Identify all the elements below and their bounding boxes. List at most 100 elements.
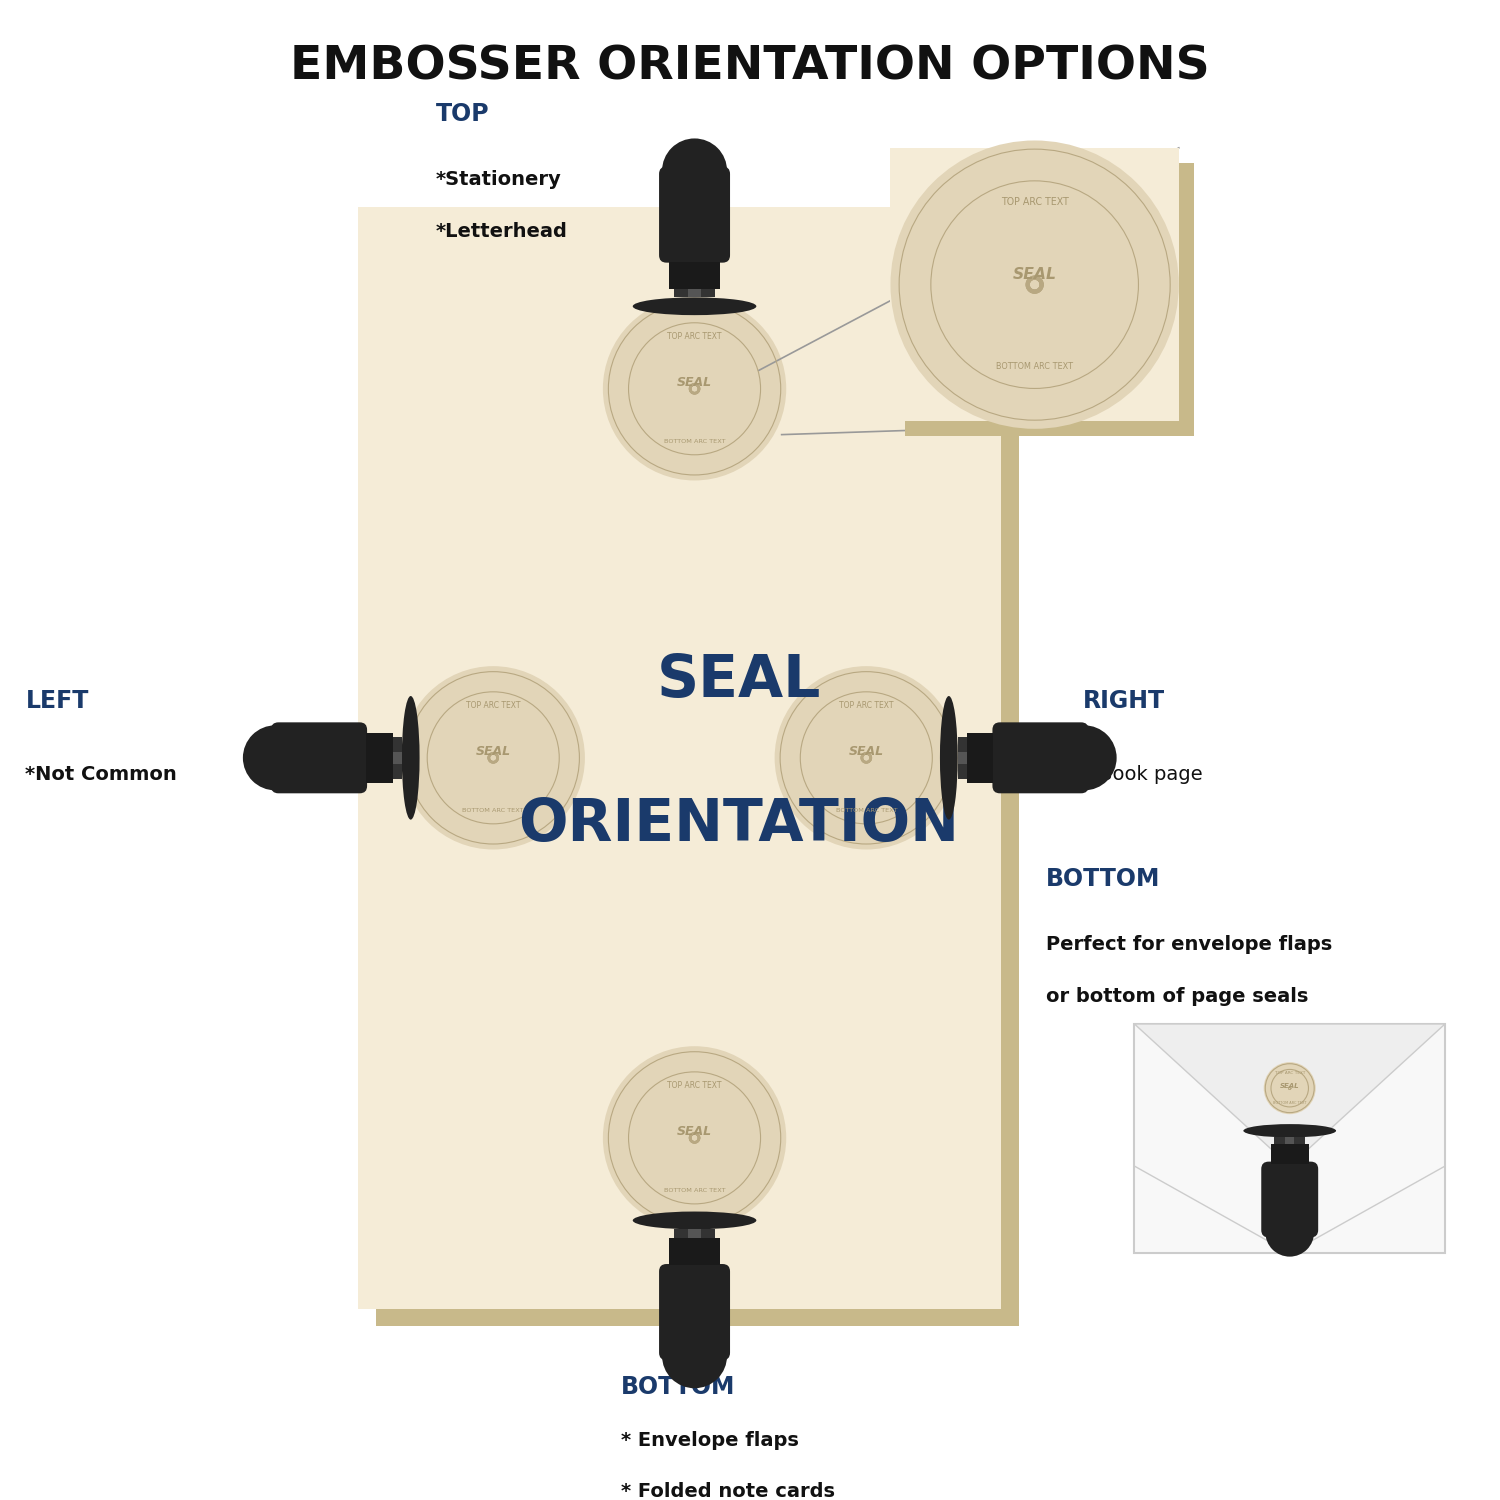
Circle shape bbox=[696, 384, 698, 387]
Circle shape bbox=[690, 390, 693, 393]
FancyBboxPatch shape bbox=[1262, 1161, 1318, 1238]
Text: or bottom of page seals: or bottom of page seals bbox=[1046, 987, 1308, 1006]
Circle shape bbox=[698, 387, 700, 390]
Circle shape bbox=[861, 756, 862, 759]
Polygon shape bbox=[1134, 1024, 1444, 1166]
Circle shape bbox=[861, 754, 864, 758]
Circle shape bbox=[698, 387, 700, 390]
Circle shape bbox=[488, 756, 490, 759]
Circle shape bbox=[696, 1140, 699, 1142]
Bar bbox=[891, 148, 1179, 422]
Circle shape bbox=[865, 752, 868, 754]
Text: BOTTOM: BOTTOM bbox=[1046, 867, 1160, 891]
Circle shape bbox=[1026, 284, 1030, 288]
Circle shape bbox=[862, 753, 864, 756]
Circle shape bbox=[862, 753, 865, 754]
Text: SEAL: SEAL bbox=[1013, 267, 1056, 282]
Circle shape bbox=[867, 760, 870, 764]
Circle shape bbox=[1038, 286, 1042, 291]
Circle shape bbox=[698, 1134, 700, 1137]
Circle shape bbox=[1040, 282, 1044, 286]
Circle shape bbox=[1034, 276, 1038, 280]
Circle shape bbox=[1030, 276, 1035, 280]
Circle shape bbox=[489, 759, 492, 762]
Circle shape bbox=[865, 760, 868, 764]
Circle shape bbox=[861, 759, 864, 762]
Circle shape bbox=[495, 759, 498, 762]
Circle shape bbox=[861, 754, 864, 758]
Circle shape bbox=[698, 1138, 700, 1142]
Circle shape bbox=[603, 1046, 786, 1230]
Circle shape bbox=[1052, 726, 1116, 790]
Circle shape bbox=[694, 1140, 698, 1143]
Circle shape bbox=[698, 1136, 700, 1138]
Circle shape bbox=[688, 1136, 692, 1138]
Circle shape bbox=[698, 387, 700, 388]
Circle shape bbox=[696, 384, 699, 387]
Circle shape bbox=[696, 392, 699, 394]
Circle shape bbox=[688, 387, 692, 390]
Circle shape bbox=[694, 392, 698, 394]
Circle shape bbox=[868, 753, 871, 756]
Circle shape bbox=[690, 1140, 693, 1143]
Circle shape bbox=[1040, 285, 1044, 290]
Circle shape bbox=[1032, 276, 1036, 280]
Bar bbox=[688, 1230, 700, 1370]
Circle shape bbox=[488, 759, 490, 762]
Circle shape bbox=[864, 760, 867, 764]
Circle shape bbox=[868, 758, 871, 760]
Circle shape bbox=[692, 392, 694, 394]
Circle shape bbox=[696, 390, 699, 393]
Text: BOTTOM: BOTTOM bbox=[621, 1376, 735, 1400]
Circle shape bbox=[868, 759, 871, 760]
Circle shape bbox=[693, 1142, 696, 1143]
Circle shape bbox=[1029, 276, 1033, 280]
Circle shape bbox=[492, 752, 495, 754]
Bar bbox=[669, 262, 720, 288]
Circle shape bbox=[488, 758, 490, 760]
Text: *Stationery: *Stationery bbox=[436, 170, 561, 189]
Circle shape bbox=[495, 760, 498, 762]
Circle shape bbox=[1035, 290, 1040, 294]
Circle shape bbox=[698, 1138, 699, 1142]
Circle shape bbox=[694, 1142, 698, 1143]
Circle shape bbox=[490, 752, 494, 754]
Circle shape bbox=[867, 760, 870, 764]
Circle shape bbox=[861, 754, 864, 758]
Circle shape bbox=[488, 758, 490, 760]
Circle shape bbox=[488, 759, 490, 760]
Circle shape bbox=[862, 760, 865, 764]
Circle shape bbox=[690, 386, 693, 387]
Circle shape bbox=[861, 759, 864, 762]
Circle shape bbox=[861, 756, 862, 759]
Circle shape bbox=[692, 384, 693, 387]
Text: TOP ARC TEXT: TOP ARC TEXT bbox=[668, 1082, 722, 1090]
Circle shape bbox=[1032, 290, 1036, 294]
Bar bbox=[957, 736, 1098, 778]
Circle shape bbox=[495, 759, 498, 762]
Circle shape bbox=[694, 384, 698, 386]
Bar bbox=[376, 225, 1019, 1326]
Circle shape bbox=[488, 754, 490, 756]
Circle shape bbox=[694, 1132, 698, 1136]
Circle shape bbox=[1029, 288, 1033, 292]
Circle shape bbox=[495, 754, 498, 756]
Circle shape bbox=[696, 390, 699, 393]
Circle shape bbox=[1040, 284, 1044, 288]
Circle shape bbox=[489, 753, 492, 756]
Circle shape bbox=[688, 390, 692, 392]
Bar bbox=[261, 736, 402, 778]
Circle shape bbox=[488, 754, 490, 758]
Circle shape bbox=[1035, 288, 1040, 292]
Circle shape bbox=[1038, 286, 1042, 291]
Text: RIGHT: RIGHT bbox=[1083, 690, 1166, 714]
Circle shape bbox=[1038, 285, 1042, 290]
Bar bbox=[1270, 1144, 1308, 1164]
Circle shape bbox=[688, 388, 692, 392]
Circle shape bbox=[692, 1132, 694, 1136]
Circle shape bbox=[694, 392, 698, 394]
Circle shape bbox=[870, 758, 871, 760]
Circle shape bbox=[861, 758, 864, 760]
Circle shape bbox=[496, 756, 500, 759]
Circle shape bbox=[1034, 276, 1038, 280]
